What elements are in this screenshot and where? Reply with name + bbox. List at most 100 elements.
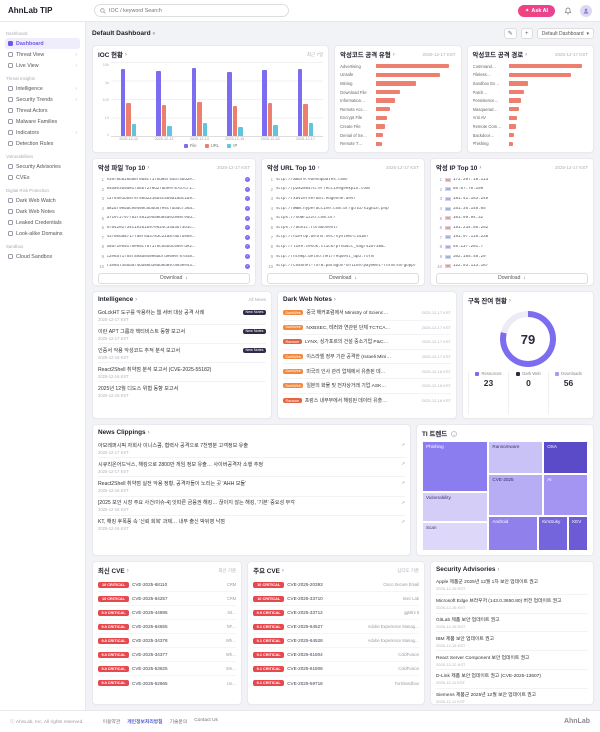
external-link-icon[interactable]: ↗ [401, 518, 406, 524]
period-filter[interactable]: 최근 7일 [306, 51, 324, 57]
chevron-right-icon[interactable]: › [124, 51, 127, 58]
url-row[interactable]: 7 http://nierop.delno.net/system/claim? [270, 234, 369, 240]
sidebar-item[interactable]: Dark Web Watch [5, 195, 80, 206]
hbar-row[interactable]: Persistence… [473, 97, 588, 105]
cve-row[interactable]: 10 CRITICAL CVE-2025-64257 CRM [98, 592, 237, 606]
file-hash-row[interactable]: 8 b9af1e591f5e65c76f1f6c55bdc56efde2… ✓ [101, 244, 250, 250]
external-link-icon[interactable]: ↗ [401, 461, 406, 467]
url-row[interactable]: 10 http://channel-form.paragon-online/pa… [268, 263, 417, 269]
chevron-right-icon[interactable]: › [525, 51, 528, 58]
ip-row[interactable]: 10 122.53.113.167 [437, 263, 489, 269]
advisory-item[interactable]: GitLab 제품 보안 업데이트 권고 2025-12-15 KST [436, 614, 588, 633]
cve-row[interactable]: 10 CRITICAL CVE-2025-68110 CRM [98, 578, 237, 592]
ip-row[interactable]: 7 191.97.116.238 [439, 234, 489, 240]
cve-row[interactable]: 9.1 CRITICAL CVE-2025-61808 ColdFusion [253, 662, 419, 676]
edit-dashboard-button[interactable]: ✎ [503, 28, 517, 39]
chevron-right-icon[interactable]: › [317, 164, 320, 171]
sidebar-item[interactable]: Detection Rules [5, 138, 80, 149]
legend-entry[interactable]: URL [204, 143, 219, 148]
cve-row[interactable]: 9.8 CRITICAL CVE-2025-34377 Wh… [98, 648, 237, 662]
hbar-row[interactable]: Unsafe [340, 71, 455, 79]
hbar-row[interactable]: Remote Com… [473, 122, 588, 130]
intelligence-item[interactable]: React2Shell 취약점 분석 보고서 (CVE-2025-55182) … [98, 363, 266, 382]
ip-row[interactable]: 8 46.137.201.7 [439, 244, 484, 250]
treemap-cell[interactable]: Ransomware [488, 441, 544, 474]
sidebar-item[interactable]: Security Advisories [5, 161, 80, 172]
cve-row[interactable]: 10 CRITICAL CVE-2025-20393 Cisco Secure … [253, 578, 419, 592]
ip-row[interactable]: 5 101.99.94.32 [439, 215, 484, 221]
bar-group[interactable] [146, 62, 181, 136]
news-item[interactable]: KT, 해킹 후폭풍 속 '신뢰 회복' 과제… 내부 출신 박뒤영 낙점 ↗ … [98, 518, 406, 532]
footer-link[interactable]: 개인정보처리방침 [127, 720, 163, 725]
ip-row[interactable]: 9 102.165.48.29 [439, 254, 486, 260]
ip-row[interactable]: 6 191.234.66.252 [439, 225, 489, 231]
hbar-row[interactable]: Command… [473, 62, 588, 70]
cve-row[interactable]: 10 CRITICAL CVE-2025-33710 itsec Lab [253, 592, 419, 606]
external-link-icon[interactable]: ↗ [401, 499, 406, 505]
file-hash-row[interactable]: 7 437d0da87177a9f6a3783c21a87abfb66e… ✓ [101, 234, 250, 240]
intelligence-item[interactable]: 2025년 12월 디도스 위협 동향 보고서 2025-12-15 KST [98, 382, 266, 400]
sidebar-item[interactable]: Malware Families [5, 116, 80, 127]
hbar-row[interactable]: Remote T… [340, 140, 455, 148]
advisory-item[interactable]: React Server Component 보안 업데이트 권고 2025-1… [436, 651, 588, 670]
bar-group[interactable] [111, 62, 146, 136]
sidebar-item[interactable]: Leaked Credentials [5, 217, 80, 228]
sidebar-item[interactable]: CVEs [5, 172, 80, 183]
chevron-right-icon[interactable]: › [479, 164, 482, 171]
file-hash-row[interactable]: 9 c2e6a71f55fa9ad84006dbfd9690f97b48… ✓ [101, 254, 250, 260]
url-row[interactable]: 9 http://ntemp.delno.net/request_upd.for… [270, 254, 374, 260]
bar-group[interactable] [288, 62, 323, 136]
chevron-right-icon[interactable]: › [147, 164, 150, 171]
sidebar-item[interactable]: Sandbox [6, 244, 24, 249]
file-hash-row[interactable]: 5 d71e72797f62f4822e5a0b84ae2998fedd… ✓ [101, 215, 250, 221]
advisory-item[interactable]: D-Link 제품 보안 업데이트 권고 (CVE-2025-13607) 20… [436, 670, 588, 689]
ip-row[interactable]: 2 56.67.70.198 [439, 186, 484, 192]
chevron-right-icon[interactable]: › [497, 566, 500, 573]
hbar-row[interactable]: Encrypt File [340, 114, 455, 122]
sidebar-item[interactable]: Dark Web Notes [5, 206, 80, 217]
dark-web-note-item[interactable]: DarkWeb 중국 해커포럼에서 Ministry of Scienc… 20… [283, 306, 451, 321]
sidebar-item[interactable]: Cloud Sandbox [5, 251, 80, 262]
bar-group[interactable] [217, 62, 252, 136]
file-hash-row[interactable]: 4 a82df90dac99460c5b5d57e6cfdbdcf36a… ✓ [101, 206, 250, 212]
ip-row[interactable]: 3 181.41.163.249 [439, 196, 489, 202]
sidebar-item[interactable]: Security Trends › [5, 94, 80, 105]
treemap-cell[interactable]: OSA [543, 441, 588, 474]
hbar-row[interactable]: Fileless… [473, 71, 588, 79]
dark-web-note-item[interactable]: DarkWeb NXBSEC, 테러와 연관된 단체 TCTCA… 2025-1… [283, 321, 451, 336]
hbar-row[interactable]: Remote Acc… [340, 105, 455, 113]
download-urls-button[interactable]: Download ↓ [267, 272, 419, 284]
sidebar-item[interactable]: Indicators › [5, 127, 80, 138]
hbar-row[interactable]: Patch… [473, 88, 588, 96]
treemap-cell[interactable]: Scan [422, 522, 489, 551]
dark-web-note-item[interactable]: Ransom 프랑스 내무부에서 해킹된 데이터 유출… 2025-12-16 … [283, 394, 451, 409]
news-item[interactable]: React2Shell 취약점 실전 악용 정황, 공격자들이 노리는 곳 'A… [98, 477, 406, 497]
treemap-cell[interactable]: Phishing [422, 441, 489, 492]
sidebar-item[interactable]: Intelligence › [5, 83, 80, 94]
advisory-item[interactable]: IBM 제품 보안 업데이트 권고 2025-12-15 KST [436, 632, 588, 652]
download-ips-button[interactable]: Download ↓ [436, 272, 588, 284]
user-avatar[interactable] [580, 4, 592, 17]
hbar-row[interactable]: Sandbox Ev… [473, 79, 588, 87]
external-link-icon[interactable]: ↗ [401, 442, 406, 448]
sidebar-item[interactable]: Look-alike Domains [5, 228, 80, 239]
hbar-row[interactable]: Advertising [340, 62, 455, 70]
info-icon[interactable]: i [451, 430, 458, 437]
cve-row[interactable]: 9.1 CRITICAL CVE-2025-64528 Adobe Experi… [253, 634, 419, 648]
hbar-row[interactable]: Create File [340, 122, 455, 130]
chevron-right-icon[interactable]: › [333, 296, 336, 303]
bar-group[interactable] [252, 62, 287, 136]
cve-row[interactable]: 9.1 CRITICAL CVE-2025-61804 ColdFusion [253, 648, 419, 662]
treemap-cell[interactable]: AI [543, 474, 588, 516]
url-row[interactable]: 2 http://p2828647b.effectivegeekpin.com/ [270, 186, 371, 192]
ask-ai-button[interactable]: ✦ Ask AI [517, 4, 555, 17]
url-row[interactable]: 5 https://howrizzo.com.br/ [270, 215, 336, 221]
footer-link[interactable]: 이용약관 [102, 720, 121, 725]
advisory-item[interactable]: Microsoft Edge 브라우저 (143.0.3650.80) 버전 업… [436, 595, 588, 614]
sidebar-item[interactable]: Live View › [5, 60, 80, 71]
advisory-item[interactable]: Apple 제품군 2025년 12월 1차 보안 업데이트 권고 2025-1… [436, 576, 588, 595]
chevron-right-icon[interactable]: › [281, 567, 284, 574]
hbar-row[interactable]: Anti AV [473, 114, 588, 122]
hbar-row[interactable]: Denial of Se… [340, 131, 455, 139]
file-hash-row[interactable]: 3 c2f64e1bb5f6f58d2216b4c5b0a1abc1d9… ✓ [101, 196, 250, 202]
